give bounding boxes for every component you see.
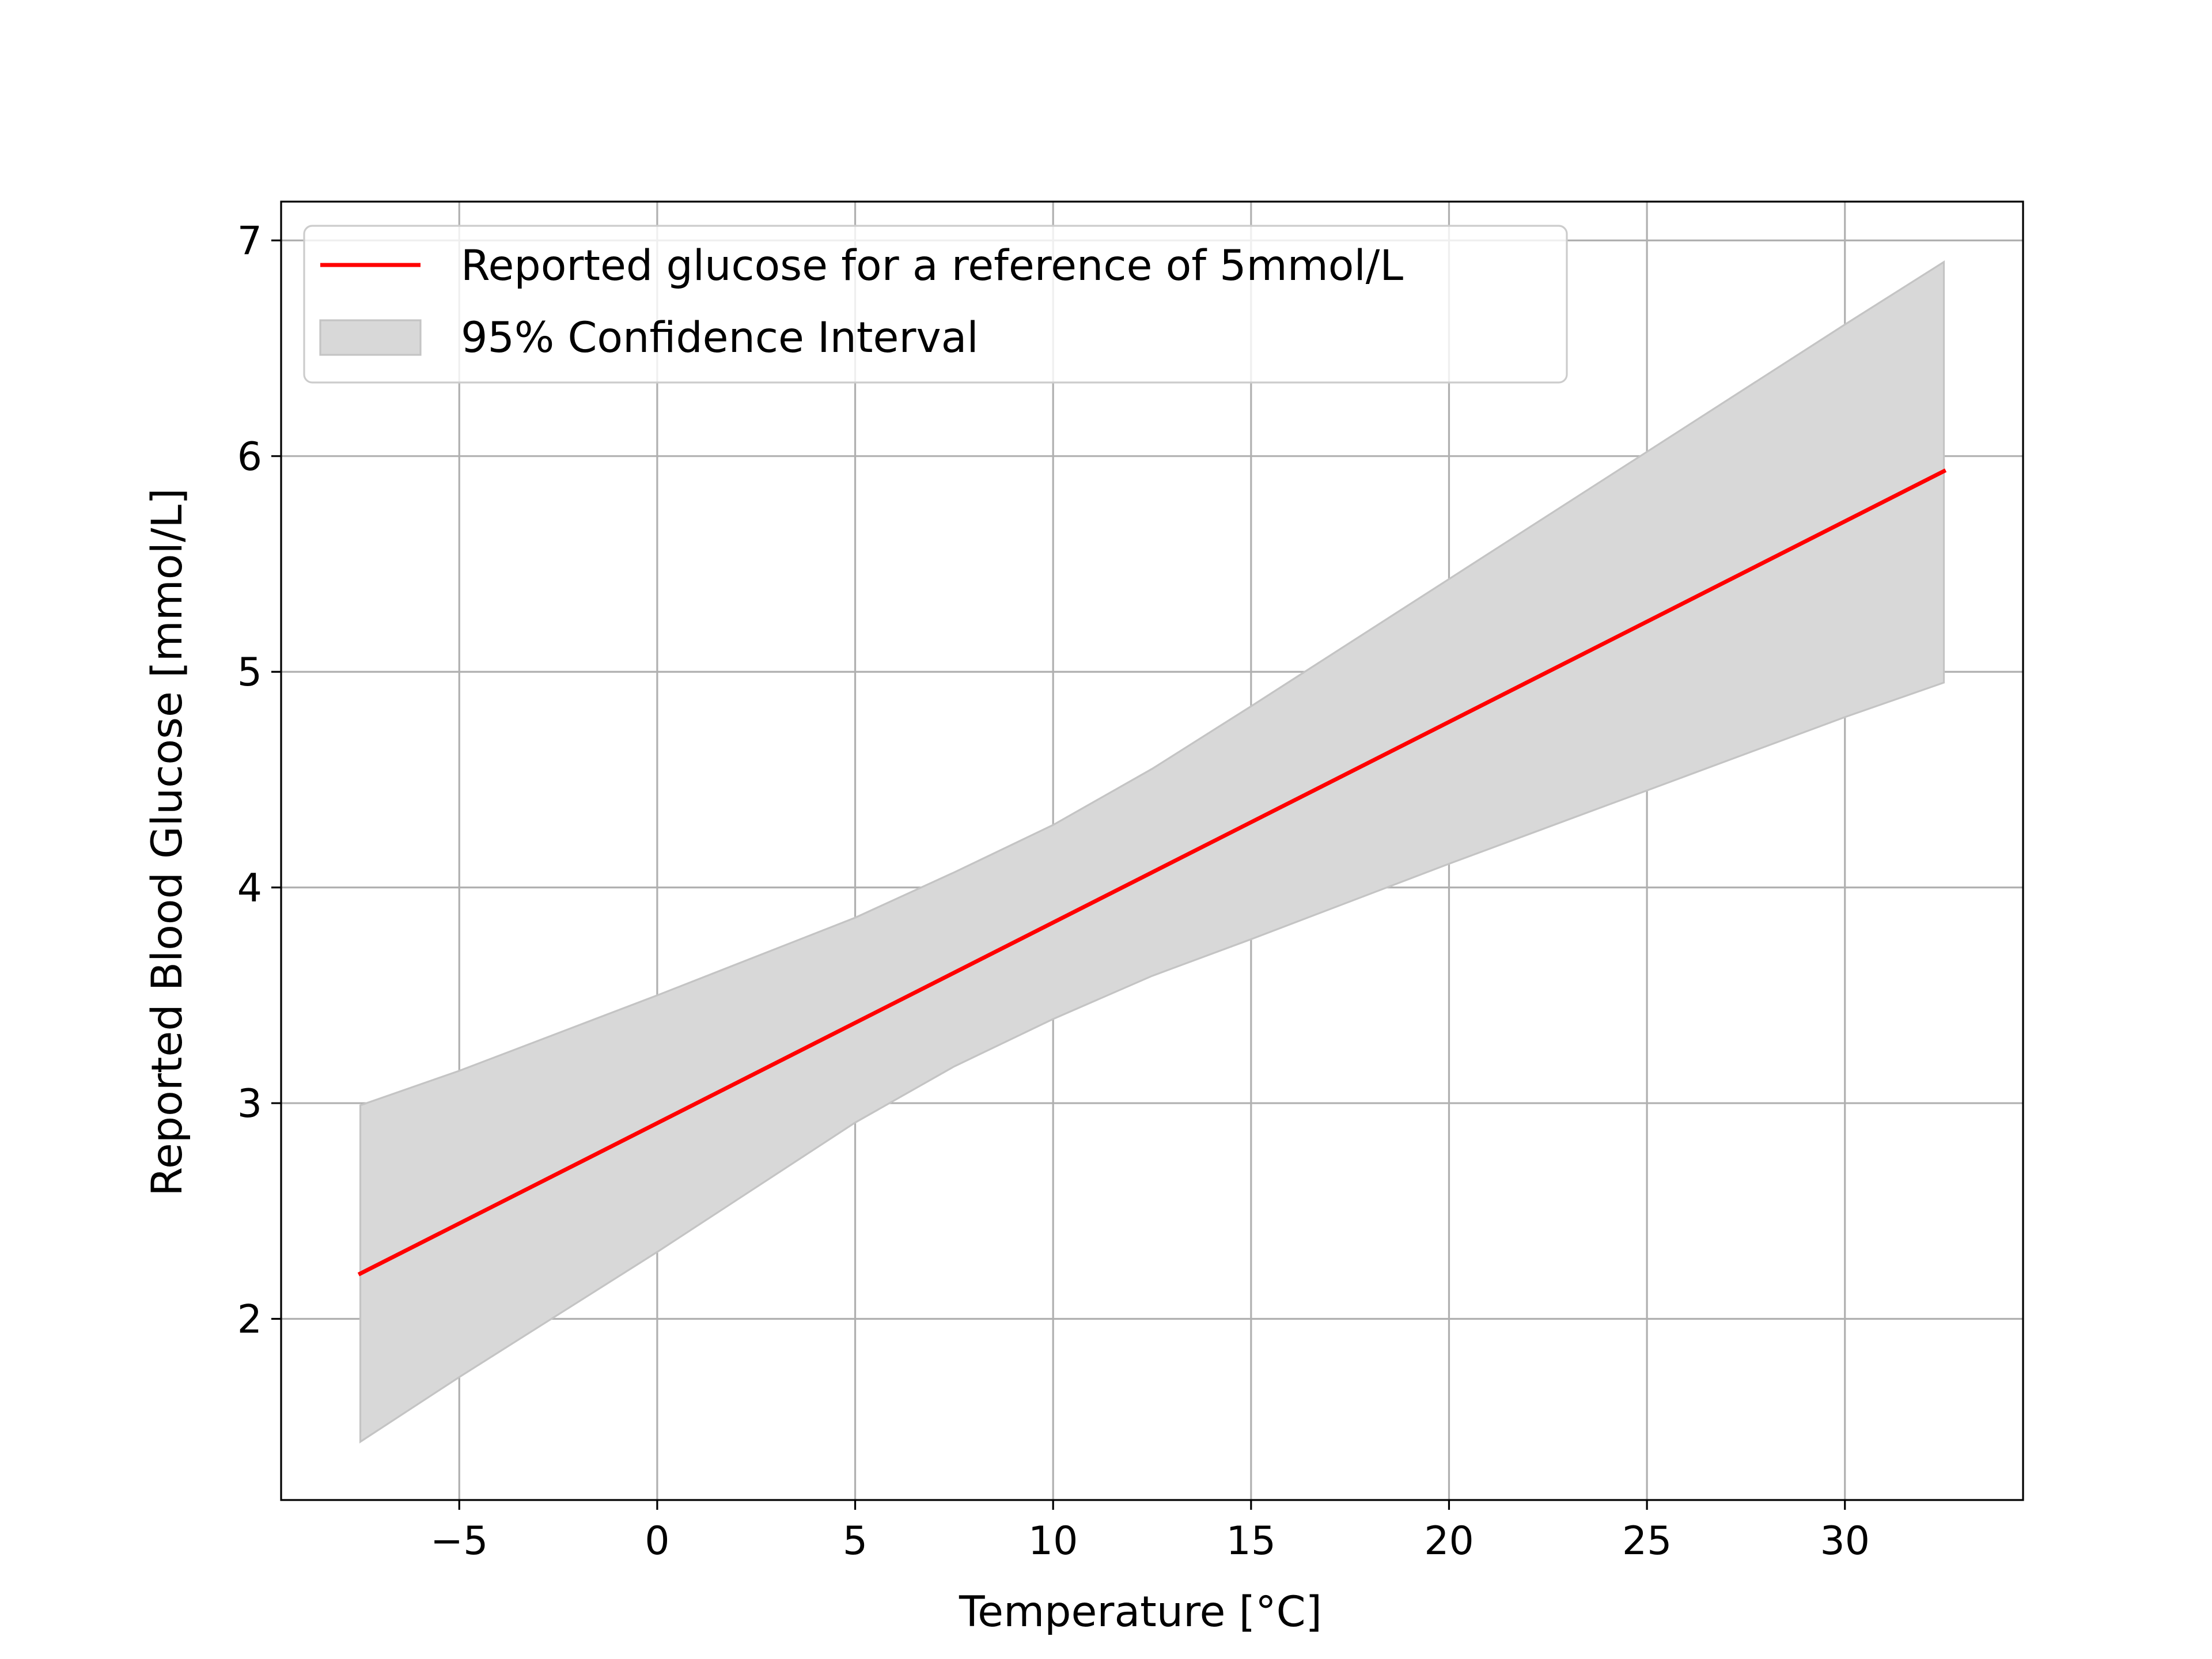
y-tick-label: 6 — [237, 434, 262, 480]
legend: Reported glucose for a reference of 5mmo… — [303, 225, 1568, 384]
x-tick-label: 5 — [843, 1518, 868, 1564]
x-tick-label: 15 — [1226, 1518, 1277, 1564]
confidence-band-layer — [359, 260, 1945, 1444]
x-tick-label: 0 — [645, 1518, 669, 1564]
legend-label-line: Reported glucose for a reference of 5mmo… — [461, 241, 1403, 290]
y-tick-label: 7 — [237, 218, 262, 264]
axes-frame — [280, 200, 2024, 1501]
x-tick-label: 25 — [1622, 1518, 1672, 1564]
legend-frame — [303, 225, 1568, 384]
series-line-reported-glucose — [357, 468, 1947, 1277]
confidence-band — [359, 260, 1945, 1444]
y-tick-label: 2 — [237, 1297, 262, 1342]
legend-label-band: 95% Confidence Interval — [461, 313, 979, 362]
y-tick-label: 4 — [237, 866, 262, 911]
series-layer — [357, 468, 1947, 1277]
legend-band-swatch — [319, 319, 422, 356]
x-tick-label: 30 — [1820, 1518, 1870, 1564]
y-tick-label: 5 — [237, 650, 262, 695]
x-tick-label: −5 — [430, 1518, 488, 1564]
x-tick-label: 20 — [1424, 1518, 1474, 1564]
x-tick-label: 10 — [1028, 1518, 1078, 1564]
y-axis-title: Reported Blood Glucose [mmol/L] — [143, 488, 192, 1196]
x-axis-ticks: −5 0 5 10 15 20 25 30 — [430, 1500, 1870, 1564]
y-tick-label: 3 — [237, 1081, 262, 1127]
x-axis-title: Temperature [°C] — [959, 1588, 1322, 1637]
y-axis-ticks: 2 3 4 5 6 7 — [237, 218, 281, 1342]
